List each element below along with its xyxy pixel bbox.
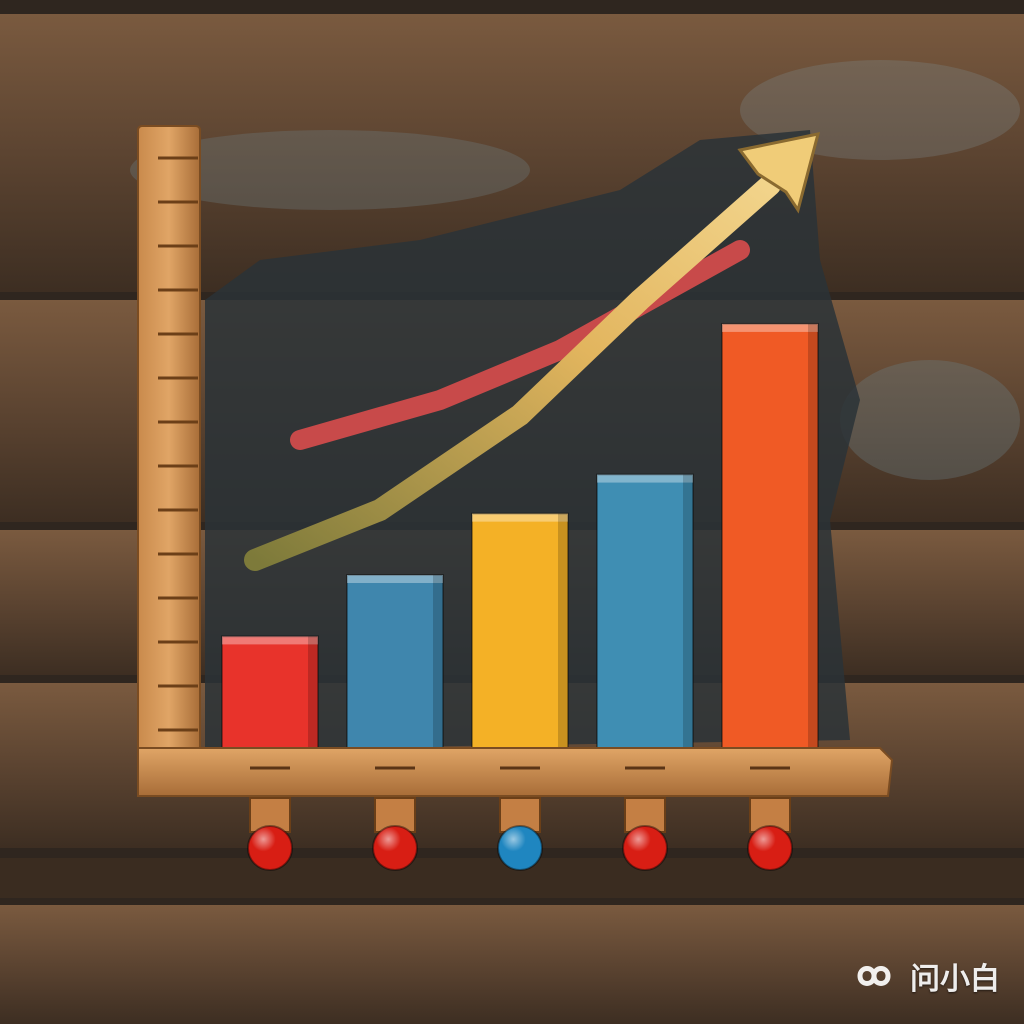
bar bbox=[721, 322, 819, 749]
bar-highlight bbox=[722, 323, 818, 332]
bar bbox=[346, 574, 444, 750]
knob-shine bbox=[748, 826, 792, 870]
bar-highlight bbox=[222, 636, 318, 645]
knob-shine bbox=[623, 826, 667, 870]
bar-side-shade bbox=[683, 474, 693, 748]
bar-highlight bbox=[347, 575, 443, 584]
bar bbox=[221, 635, 319, 750]
bar bbox=[596, 473, 694, 749]
bar-side-shade bbox=[308, 636, 318, 748]
bar-side-shade bbox=[433, 575, 443, 748]
watermark: 问小白 bbox=[846, 954, 1000, 998]
x-axis-ruler bbox=[137, 747, 894, 797]
watermark-text: 问小白 bbox=[910, 962, 1000, 997]
knob-shine bbox=[498, 826, 542, 870]
knob-shine bbox=[373, 826, 417, 870]
bar-body bbox=[721, 322, 819, 749]
bar bbox=[471, 512, 569, 750]
trend-arrow-head bbox=[737, 132, 821, 214]
infinity-logo-icon bbox=[857, 966, 891, 986]
trend-shadow-line bbox=[290, 240, 750, 450]
bar-body bbox=[221, 635, 319, 750]
knob-peg bbox=[499, 797, 541, 833]
bar-side-shade bbox=[558, 513, 568, 748]
knob-shine bbox=[248, 826, 292, 870]
bar-highlight bbox=[597, 474, 693, 483]
bar-body bbox=[596, 473, 694, 749]
bar-highlight bbox=[472, 513, 568, 522]
y-axis-ruler bbox=[137, 125, 201, 795]
trend-arrow-line bbox=[244, 174, 781, 571]
bar-body bbox=[471, 512, 569, 750]
bar-side-shade bbox=[808, 323, 818, 748]
bar-body bbox=[346, 574, 444, 750]
